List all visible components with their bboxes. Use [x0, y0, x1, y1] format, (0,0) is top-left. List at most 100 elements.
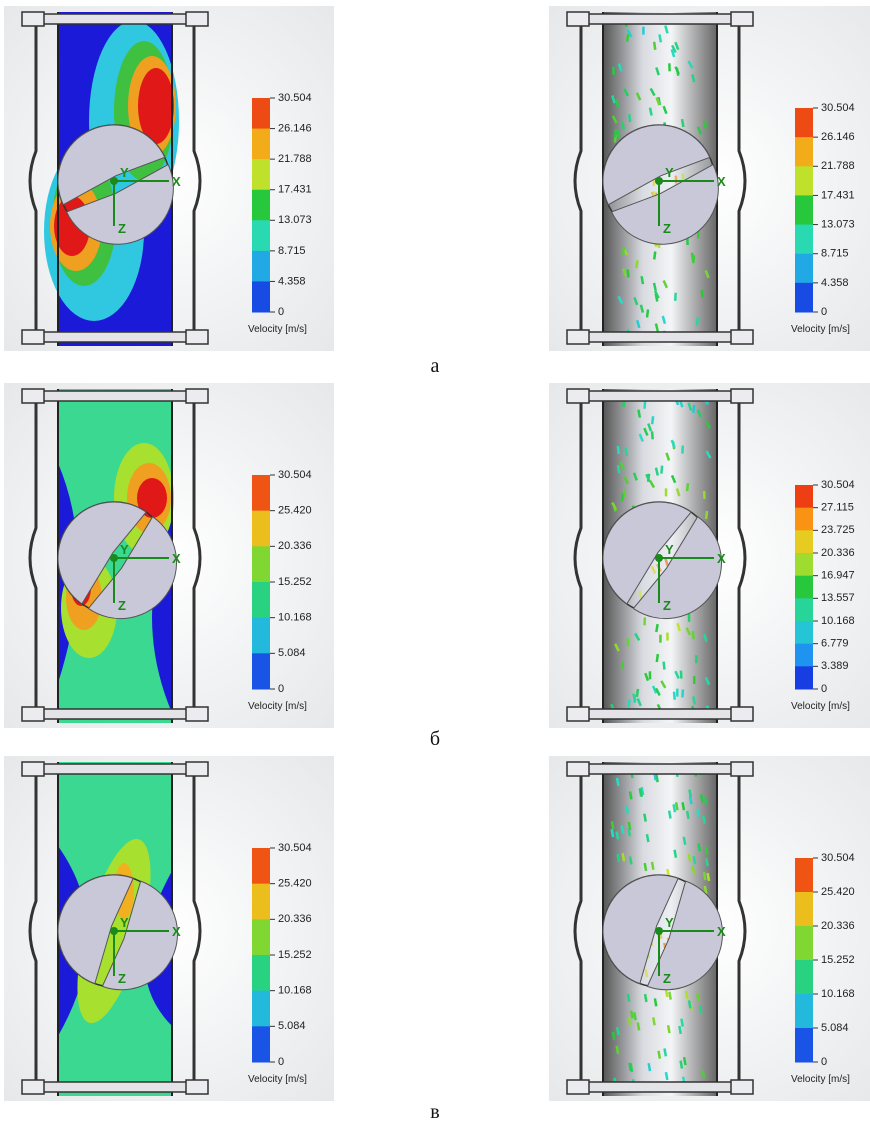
flow-arrow: [656, 468, 658, 476]
flow-arrow: [659, 34, 660, 42]
legend-band: [252, 546, 270, 582]
legend-tick-label: 0: [821, 683, 827, 695]
flow-arrow: [706, 858, 707, 866]
legend-tick-label: 20.336: [821, 920, 855, 932]
flow-arrow: [612, 821, 613, 829]
triad-label: X: [717, 174, 726, 189]
legend-tick-label: 15.252: [278, 949, 312, 961]
legend-tick-label: 0: [278, 1056, 284, 1068]
triad-label: X: [717, 924, 726, 939]
flow-arrow: [612, 829, 613, 837]
flow-arrow: [613, 1032, 614, 1040]
flow-arrow: [697, 809, 698, 817]
legend-band: [795, 644, 813, 667]
flow-arrow: [686, 991, 687, 999]
flange-bolt: [22, 707, 44, 721]
flow-arrow: [618, 854, 619, 862]
flow-arrow: [628, 994, 629, 1002]
legend-band: [795, 283, 813, 313]
flow-arrow: [652, 862, 653, 870]
legend-tick-label: 10.168: [821, 615, 855, 627]
legend-band: [252, 991, 270, 1027]
legend-band: [252, 190, 270, 221]
flow-arrow: [655, 998, 656, 1006]
flow-arrow: [618, 446, 619, 454]
flow-arrow: [629, 699, 630, 707]
legend-band: [795, 666, 813, 689]
legend-tick-label: 5.084: [278, 647, 306, 659]
flange: [26, 14, 204, 24]
flow-arrow: [617, 99, 618, 107]
flow-arrow: [693, 255, 694, 263]
legend-tick-label: 6.779: [821, 638, 849, 650]
legend-tick-label: 4.358: [821, 277, 849, 289]
legend-band: [252, 618, 270, 654]
legend-tick-label: 25.420: [278, 505, 312, 517]
legend-title: Velocity [m/s]: [791, 324, 850, 335]
flow-arrow: [630, 857, 631, 865]
flange-bolt: [731, 1080, 753, 1094]
legend-tick-label: 25.420: [278, 878, 312, 890]
flow-arrow: [630, 791, 631, 799]
flow-arrow: [697, 993, 698, 1001]
flow-arrow: [658, 1051, 659, 1059]
triad-origin: [110, 927, 118, 935]
flange: [571, 391, 749, 401]
flange-bolt: [731, 707, 753, 721]
flange: [26, 1082, 204, 1092]
flow-arrow: [699, 843, 700, 851]
flow-arrow: [692, 866, 693, 874]
legend-tick-label: 0: [278, 306, 284, 318]
flow-arrow: [693, 631, 694, 639]
flow-arrow: [617, 778, 618, 786]
legend-tick-label: 23.725: [821, 524, 855, 536]
legend-tick-label: 30.504: [821, 479, 855, 491]
legend-band: [795, 892, 813, 927]
legend-tick-label: 3.389: [821, 660, 849, 672]
legend-band: [795, 621, 813, 644]
flow-arrow: [705, 121, 706, 129]
flow-arrow: [697, 318, 698, 326]
legend-tick-label: 8.715: [278, 245, 306, 257]
flow-arrow: [706, 847, 707, 855]
panel: XYZ30.50426.14621.78817.43113.0738.7154.…: [549, 6, 870, 351]
flow-arrow: [626, 448, 627, 456]
flow-arrow: [679, 1026, 680, 1034]
flow-arrow: [669, 811, 670, 819]
legend-band: [252, 848, 270, 884]
triad-label: Y: [665, 542, 674, 557]
row-caption: б: [430, 728, 440, 750]
legend-tick-label: 30.504: [278, 92, 312, 104]
legend-tick-label: 21.788: [821, 160, 855, 172]
flow-arrow: [693, 696, 694, 704]
legend-tick-label: 13.073: [821, 218, 855, 230]
flow-arrow: [674, 692, 675, 700]
panel: XYZ30.50425.42020.33615.25210.1685.0840V…: [4, 756, 334, 1101]
legend-band: [252, 281, 270, 312]
legend-band: [252, 475, 270, 511]
legend-tick-label: 21.788: [278, 153, 312, 165]
legend-band: [795, 994, 813, 1029]
legend-band: [795, 108, 813, 138]
flow-arrow: [629, 1017, 630, 1025]
triad-label: Y: [120, 915, 129, 930]
flow-arrow: [664, 1048, 665, 1056]
flow-arrow: [634, 1012, 635, 1020]
flow-arrow: [629, 1063, 630, 1071]
legend-band: [252, 919, 270, 955]
flow-arrow: [656, 624, 657, 632]
flow-arrow: [617, 1046, 618, 1054]
flange-bolt: [22, 12, 44, 26]
legend-tick-label: 26.146: [278, 122, 312, 134]
legend-title: Velocity [m/s]: [248, 324, 307, 335]
flange-bolt: [186, 12, 208, 26]
flange: [26, 709, 204, 719]
flange: [571, 764, 749, 774]
flange-bolt: [186, 330, 208, 344]
flow-arrow: [684, 1057, 685, 1065]
flow-arrow: [644, 814, 645, 822]
legend-band: [795, 530, 813, 553]
triad-label: Z: [118, 971, 126, 986]
legend-tick-label: 27.115: [821, 502, 854, 514]
flange-bolt: [567, 762, 589, 776]
